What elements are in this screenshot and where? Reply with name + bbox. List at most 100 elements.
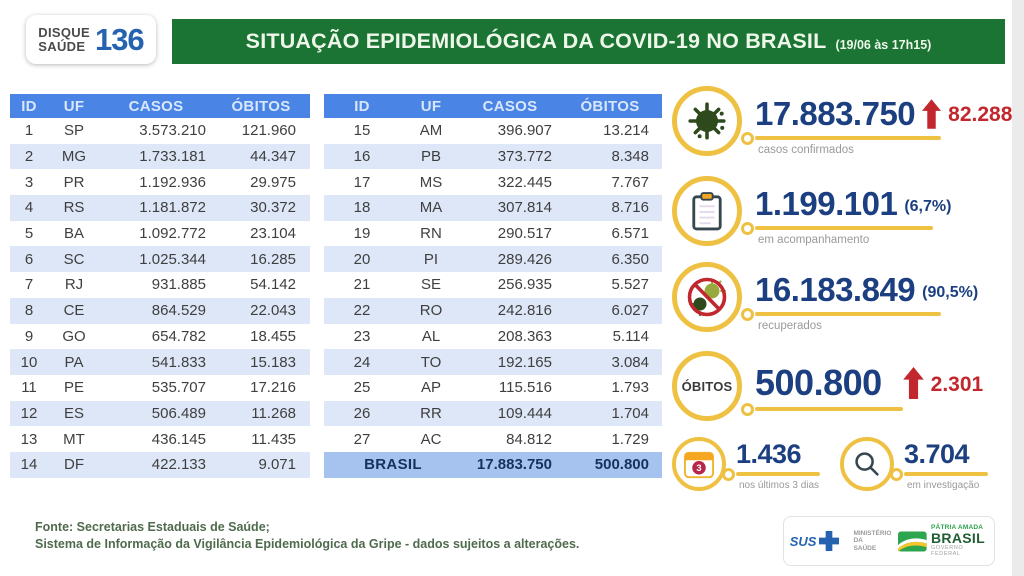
cell-casos: 1.181.872	[139, 199, 206, 217]
title-banner: SITUAÇÃO EPIDEMIOLÓGICA DA COVID-19 NO B…	[172, 19, 1005, 64]
cell-id: 2	[24, 148, 34, 166]
cell-obitos: 11.435	[251, 430, 296, 448]
cell-obitos: 9.071	[258, 456, 296, 474]
cell-id: 27	[353, 430, 371, 448]
cell-obitos: 3.084	[611, 353, 649, 371]
stat-recovered: 16.183.849 (90,5%) recuperados	[672, 262, 978, 332]
cell-obitos: 7.767	[611, 173, 649, 191]
cell-obitos: 11.268	[251, 404, 296, 422]
col-header-id: ID	[354, 97, 370, 115]
ministry-line-1: MINISTÉRIO DA	[853, 529, 892, 545]
cell-casos: 3.573.210	[139, 122, 206, 140]
cell-uf: GO	[62, 327, 86, 345]
cell-casos: 1.025.344	[139, 250, 206, 268]
table-row: 2 MG 1.733.181 44.347	[10, 143, 310, 170]
stat-deaths: ÓBITOS 500.800 2.301	[672, 351, 983, 421]
cell-casos: 864.529	[151, 302, 206, 320]
cell-uf: MT	[63, 430, 85, 448]
table-row: 13 MT 436.145 11.435	[10, 426, 310, 452]
cell-casos: 422.133	[151, 456, 206, 474]
investigation-label: em investigação	[907, 480, 980, 491]
cell-casos: 373.772	[497, 148, 552, 166]
cell-uf: TO	[420, 353, 442, 371]
cell-uf: SE	[420, 276, 441, 294]
table-body: 15 AM 396.907 13.214 16 PB 373.772 8.348 17 MS 322…	[324, 118, 662, 452]
no-virus-icon	[672, 262, 742, 332]
calendar-icon: 3	[672, 437, 726, 491]
cell-uf: MS	[419, 173, 443, 191]
cell-obitos: 6.027	[611, 302, 649, 320]
cell-id: 23	[353, 327, 371, 345]
table-row: 7 RJ 931.885 54.142	[10, 272, 310, 298]
cell-id: 13	[20, 430, 38, 448]
cell-casos: 307.814	[497, 199, 552, 217]
confirmed-label: casos confirmados	[758, 144, 854, 156]
cell-uf: SC	[63, 250, 85, 268]
cell-obitos: 5.527	[611, 276, 649, 294]
col-header-obitos: ÓBITOS	[231, 97, 291, 115]
cell-casos: 535.707	[151, 379, 206, 397]
cell-id: 25	[353, 379, 371, 397]
obitos-badge: ÓBITOS	[672, 351, 742, 421]
cell-casos: 322.445	[497, 173, 552, 191]
table-row: 19 RN 290.517 6.571	[324, 220, 662, 247]
cell-id: 16	[353, 148, 371, 166]
col-header-obitos: ÓBITOS	[580, 97, 640, 115]
cell-uf: AP	[420, 379, 441, 397]
cell-casos: 931.885	[151, 276, 206, 294]
cell-casos: 541.833	[151, 353, 206, 371]
virus-icon	[672, 86, 742, 156]
cell-id: 4	[24, 199, 34, 217]
table-row: 12 ES 506.489 11.268	[10, 400, 310, 427]
confirmed-value: 17.883.750	[755, 95, 916, 132]
cell-uf: MG	[61, 148, 87, 166]
monitoring-value: 1.199.101	[755, 185, 898, 222]
cell-casos: 1.092.772	[139, 225, 206, 243]
cell-uf: AM	[419, 122, 443, 140]
cell-uf: AL	[421, 327, 441, 345]
accent-rule	[741, 308, 941, 321]
up-arrow-icon	[902, 367, 924, 399]
cell-uf: SP	[63, 122, 84, 140]
cell-casos: 506.489	[151, 404, 206, 422]
cell-obitos: 17.216	[250, 379, 296, 397]
table-body: 1 SP 3.573.210 121.960 2 MG 1.733.181 44.347 3 PR…	[10, 118, 310, 478]
total-casos: 17.883.750	[476, 456, 552, 474]
brasil-flag-icon	[898, 530, 928, 552]
up-arrow-icon	[922, 98, 942, 129]
cell-uf: ES	[63, 404, 84, 422]
col-header-casos: CASOS	[482, 97, 538, 115]
accent-rule	[722, 468, 820, 481]
table-row: 3 PR 1.192.936 29.975	[10, 169, 310, 196]
sus-logo: SUS	[790, 531, 840, 551]
cell-id: 12	[20, 404, 38, 422]
cell-id: 3	[24, 173, 34, 191]
cell-casos: 208.363	[497, 327, 552, 345]
col-header-uf: UF	[63, 97, 85, 115]
table-row: 24 TO 192.165 3.084	[324, 349, 662, 375]
cell-uf: RO	[419, 302, 443, 320]
logo-line-bottom: SAÚDE	[38, 38, 86, 54]
cell-obitos: 16.285	[250, 250, 296, 268]
accent-rule	[741, 403, 903, 416]
table-row: 10 PA 541.833 15.183	[10, 349, 310, 375]
recovered-label: recuperados	[758, 320, 822, 332]
disque-saude-logo: DISQUE SAÚDE 136	[26, 15, 156, 64]
deaths-value: 500.800	[755, 362, 882, 403]
total-label: BRASIL	[364, 456, 422, 474]
monitoring-label: em acompanhamento	[758, 234, 870, 246]
page-title: SITUAÇÃO EPIDEMIOLÓGICA DA COVID-19 NO B…	[245, 29, 827, 53]
cell-casos: 1.192.936	[139, 173, 206, 191]
patria-line-2: BRASIL	[931, 530, 985, 547]
col-header-uf: UF	[420, 97, 442, 115]
cell-obitos: 1.729	[611, 430, 649, 448]
recovered-percent: (90,5%)	[922, 283, 979, 301]
col-header-casos: CASOS	[128, 97, 184, 115]
cell-id: 14	[20, 456, 38, 474]
screen-edge-strip	[1012, 0, 1024, 576]
cell-casos: 289.426	[497, 250, 552, 268]
cell-obitos: 8.348	[611, 148, 649, 166]
accent-rule	[741, 132, 941, 145]
cell-casos: 115.516	[498, 379, 552, 397]
cell-uf: PA	[64, 353, 84, 371]
